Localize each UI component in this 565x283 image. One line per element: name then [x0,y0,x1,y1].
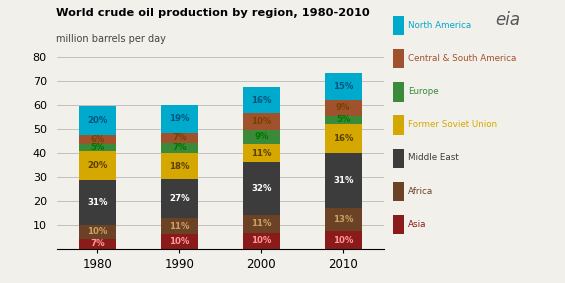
Bar [325,231,362,249]
Text: 10%: 10% [87,227,108,236]
Bar [325,125,362,153]
Text: 11%: 11% [251,149,272,158]
Text: 16%: 16% [333,134,354,143]
Bar [79,224,116,239]
Bar [243,87,280,113]
Bar [79,151,116,180]
Bar [161,235,198,249]
Bar [161,218,198,235]
Text: Former Soviet Union: Former Soviet Union [408,120,497,129]
Bar [161,143,198,153]
Bar [243,113,280,130]
Bar [325,115,362,125]
Text: World crude oil production by region, 1980-2010: World crude oil production by region, 19… [56,8,370,18]
Text: 27%: 27% [169,194,190,203]
Bar [325,153,362,208]
Bar [161,105,198,133]
Text: 9%: 9% [254,132,268,142]
Bar [79,180,116,224]
Text: 10%: 10% [333,236,354,245]
Bar [79,135,116,144]
Bar [79,144,116,151]
Text: 10%: 10% [169,237,190,246]
Text: Africa: Africa [408,186,433,196]
Text: 32%: 32% [251,184,272,193]
Bar [161,133,198,143]
Text: North America: North America [408,21,471,30]
Bar [161,179,198,218]
Text: 31%: 31% [87,198,108,207]
Text: 20%: 20% [87,161,108,170]
Text: eia: eia [495,11,520,29]
Text: 7%: 7% [90,239,105,248]
Text: 5%: 5% [336,115,350,125]
Text: Europe: Europe [408,87,438,96]
Bar [243,130,280,144]
Text: 11%: 11% [169,222,190,231]
Text: 9%: 9% [336,103,350,112]
Text: 5%: 5% [90,143,105,152]
Text: 7%: 7% [172,133,186,142]
Bar [243,162,280,215]
Bar [161,153,198,179]
Text: 20%: 20% [87,116,108,125]
Bar [243,233,280,249]
Text: 31%: 31% [333,176,354,185]
Text: 19%: 19% [169,114,190,123]
Text: million barrels per day: million barrels per day [56,34,166,44]
Text: 15%: 15% [333,82,354,91]
Text: 16%: 16% [251,96,272,105]
Text: Asia: Asia [408,220,427,229]
Bar [243,144,280,162]
Bar [325,73,362,100]
Text: Central & South America: Central & South America [408,54,516,63]
Text: Middle East: Middle East [408,153,459,162]
Text: 10%: 10% [251,117,272,126]
Bar [325,100,362,115]
Bar [79,239,116,249]
Bar [325,208,362,231]
Text: 18%: 18% [169,162,190,171]
Text: 7%: 7% [172,143,186,152]
Text: 13%: 13% [333,215,354,224]
Text: 6%: 6% [90,135,105,144]
Bar [79,106,116,135]
Bar [243,215,280,233]
Text: 10%: 10% [251,236,272,245]
Text: 11%: 11% [251,219,272,228]
